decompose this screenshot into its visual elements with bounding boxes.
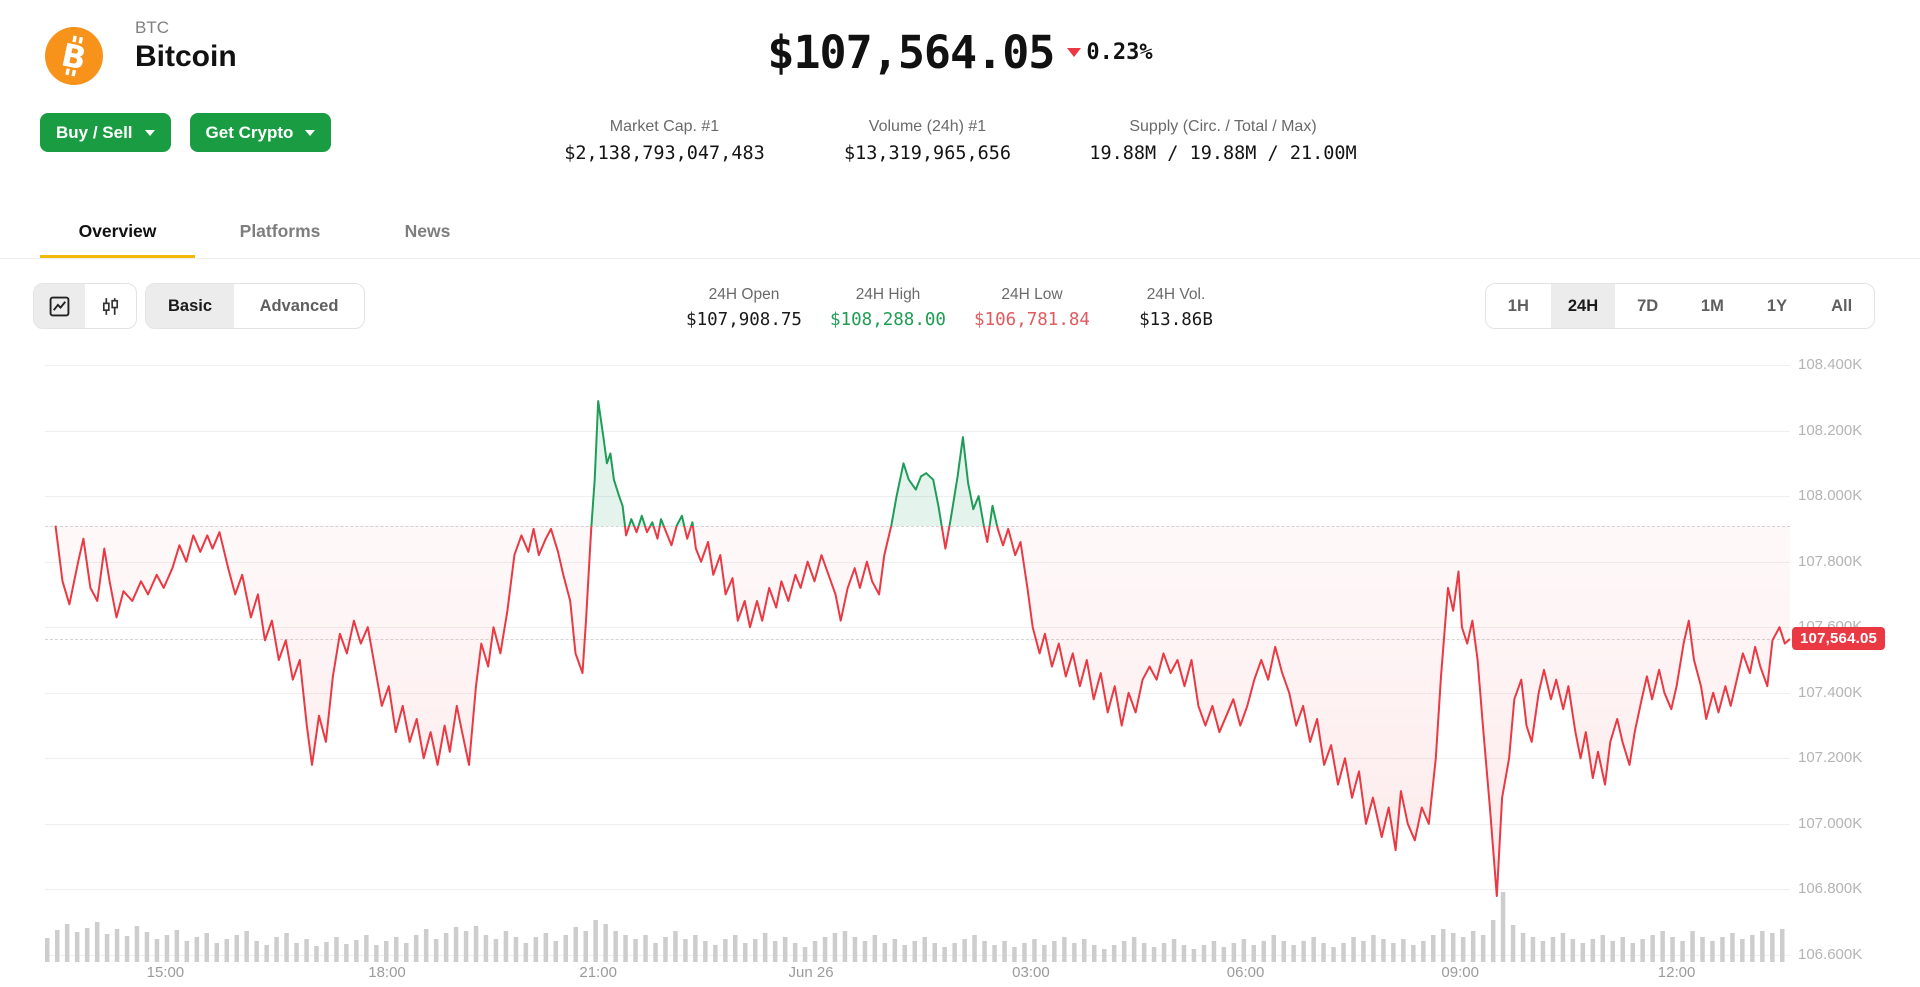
buy-sell-button[interactable]: Buy / Sell (40, 113, 171, 152)
page-tabs: Overview Platforms News (0, 209, 1920, 259)
y-axis-tick-label: 106.600K (1798, 946, 1863, 963)
y-axis-tick-label: 108.000K (1798, 487, 1863, 505)
range-7d-button[interactable]: 7D (1637, 296, 1659, 315)
x-axis-tick-label: 09:00 (1441, 964, 1479, 981)
y-gridline (45, 496, 1790, 498)
get-crypto-label: Get Crypto (205, 122, 294, 142)
y-axis-tick-label: 106.800K (1798, 880, 1863, 898)
y-axis-tick-label: 107.800K (1798, 552, 1863, 570)
y-gridline (45, 365, 1790, 366)
coin-name: Bitcoin (135, 40, 237, 73)
time-range-switch: 1H 24H 7D 1M 1Y All (1485, 283, 1875, 329)
line-chart-icon (49, 296, 70, 316)
candlestick-type-button[interactable] (85, 284, 136, 328)
mode-advanced-button[interactable]: Advanced (259, 296, 339, 315)
volume-bars (45, 892, 1785, 962)
y-gridline (45, 430, 1790, 432)
x-axis-tick-label: 06:00 (1226, 964, 1265, 981)
y-axis-tick-label: 108.400K (1798, 356, 1863, 373)
last-price-badge: 107,564.05 (1792, 627, 1886, 650)
y-gridline (45, 758, 1790, 760)
chart-mode-switch: Basic Advanced (145, 283, 365, 329)
chevron-down-icon (144, 129, 155, 136)
mode-basic-button[interactable]: Basic (146, 284, 234, 328)
range-1m-button[interactable]: 1M (1700, 296, 1724, 315)
range-all-button[interactable]: All (1831, 296, 1853, 315)
y-gridline (45, 889, 1790, 891)
x-axis-tick-label: 03:00 (1012, 964, 1050, 981)
bitcoin-logo: B (45, 27, 103, 85)
svg-text:B: B (58, 37, 89, 77)
x-axis-tick-label: 21:00 (579, 964, 617, 981)
line-chart-type-button[interactable] (34, 284, 85, 328)
y-gridline (45, 955, 1790, 956)
y-gridline (45, 823, 1790, 825)
get-crypto-button[interactable]: Get Crypto (189, 113, 332, 152)
y-gridline (45, 627, 1790, 629)
y-axis-tick-label: 108.200K (1798, 421, 1863, 439)
price-line-down-segments (54, 526, 1791, 897)
action-buttons: Buy / Sell Get Crypto (40, 113, 332, 152)
x-axis-tick-label: 15:00 (146, 964, 185, 981)
x-axis-tick-label: 18:00 (368, 964, 406, 981)
area-below-open (55, 526, 1790, 896)
dashed-price-line (45, 526, 1790, 528)
y-gridline (45, 692, 1790, 694)
x-axis-tick-label: 12:00 (1657, 964, 1696, 981)
tab-platforms[interactable]: Platforms (239, 221, 321, 241)
buy-sell-label: Buy / Sell (56, 122, 133, 142)
y-axis-tick-label: 107.400K (1798, 683, 1863, 701)
dashed-price-line (45, 639, 1790, 640)
y-gridline (45, 561, 1790, 563)
range-1y-button[interactable]: 1Y (1766, 296, 1788, 315)
coin-symbol: BTC (135, 18, 169, 37)
range-24h-button[interactable]: 24H (1550, 284, 1616, 328)
y-axis-tick-label: 107.000K (1798, 814, 1863, 832)
range-1h-button[interactable]: 1H (1507, 296, 1529, 315)
area-above-open (55, 401, 998, 527)
y-axis-tick-label: 107.200K (1798, 749, 1863, 767)
tab-overview[interactable]: Overview (40, 209, 195, 258)
tab-news[interactable]: News (404, 221, 451, 241)
x-axis-tick-label: Jun 26 (788, 964, 834, 981)
chevron-down-icon (305, 129, 316, 136)
bitcoin-b-icon: B (58, 35, 89, 77)
price-line-up-segments (54, 400, 999, 527)
candlestick-icon (102, 297, 119, 315)
chart-type-switch (33, 283, 137, 329)
